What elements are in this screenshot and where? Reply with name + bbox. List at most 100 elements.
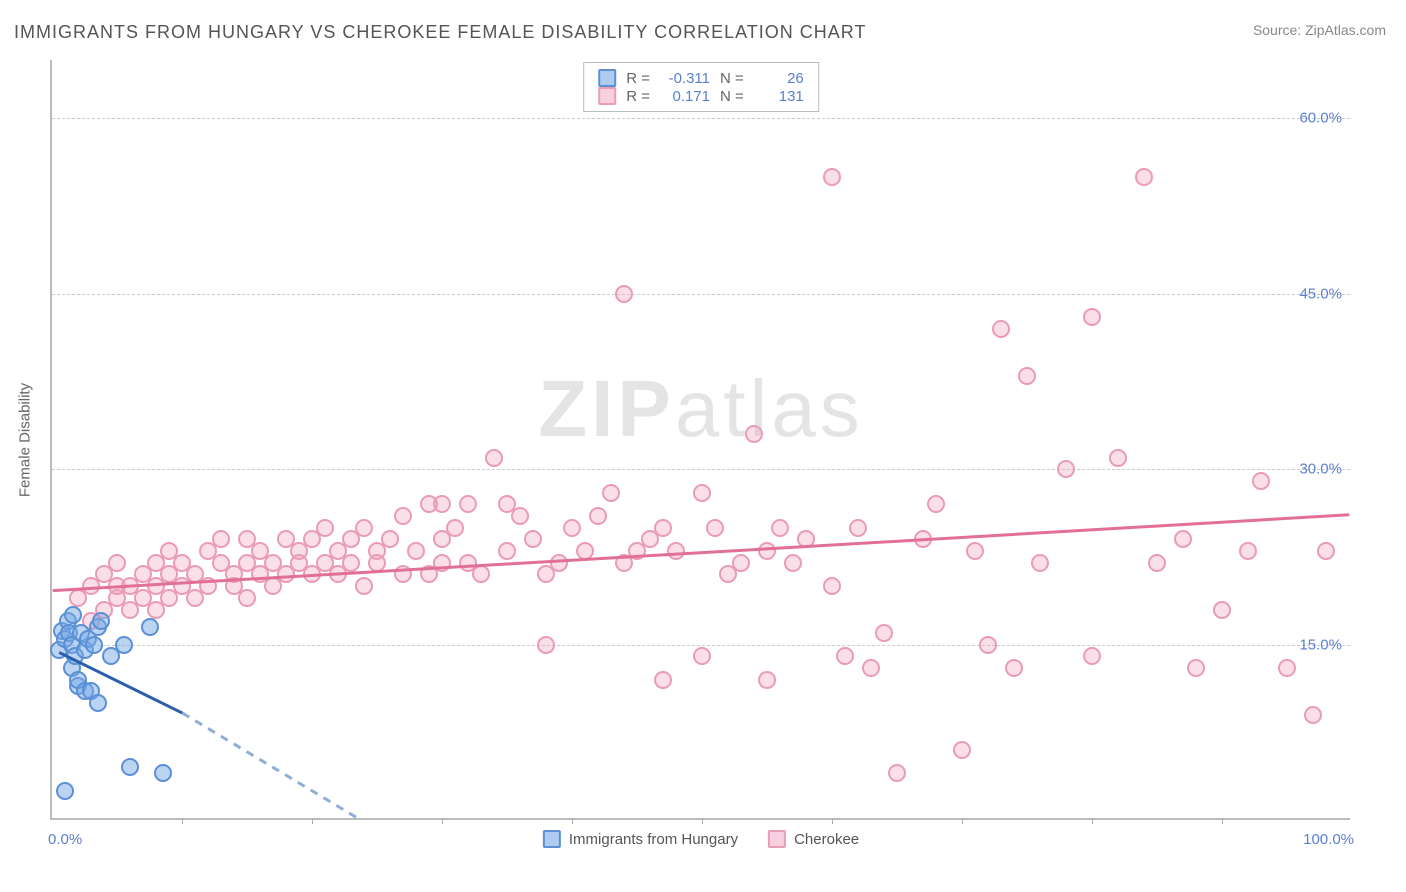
- data-point: [342, 554, 360, 572]
- data-point: [758, 671, 776, 689]
- r-value: 0.171: [660, 88, 710, 105]
- data-point: [199, 577, 217, 595]
- legend-label-hungary: Immigrants from Hungary: [569, 831, 738, 848]
- data-point: [56, 782, 74, 800]
- data-point: [141, 618, 159, 636]
- data-point: [888, 764, 906, 782]
- data-point: [316, 519, 334, 537]
- data-point: [1083, 647, 1101, 665]
- data-point: [615, 285, 633, 303]
- data-point: [1135, 168, 1153, 186]
- data-point: [511, 507, 529, 525]
- y-tick-label: 15.0%: [1299, 636, 1342, 653]
- data-point: [1031, 554, 1049, 572]
- data-point: [524, 530, 542, 548]
- data-point: [823, 577, 841, 595]
- data-point: [1018, 367, 1036, 385]
- gridline: [52, 118, 1350, 119]
- data-point: [355, 519, 373, 537]
- data-point: [1278, 659, 1296, 677]
- data-point: [732, 554, 750, 572]
- trend-line: [182, 713, 376, 818]
- chart-title: IMMIGRANTS FROM HUNGARY VS CHEROKEE FEMA…: [14, 22, 866, 43]
- data-point: [706, 519, 724, 537]
- data-point: [446, 519, 464, 537]
- swatch-pink: [768, 830, 786, 848]
- data-point: [771, 519, 789, 537]
- x-max-label: 100.0%: [1303, 831, 1354, 848]
- data-point: [89, 694, 107, 712]
- r-label: R =: [626, 88, 650, 105]
- x-tick: [182, 818, 183, 824]
- legend-label-cherokee: Cherokee: [794, 831, 859, 848]
- data-point: [979, 636, 997, 654]
- data-point: [1057, 460, 1075, 478]
- data-point: [433, 495, 451, 513]
- n-value: 26: [754, 70, 804, 87]
- n-value: 131: [754, 88, 804, 105]
- data-point: [1317, 542, 1335, 560]
- chart-container: IMMIGRANTS FROM HUNGARY VS CHEROKEE FEMA…: [0, 0, 1406, 892]
- data-point: [823, 168, 841, 186]
- correlation-legend: R = -0.311 N = 26 R = 0.171 N = 131: [583, 62, 819, 112]
- swatch-blue: [598, 69, 616, 87]
- data-point: [576, 542, 594, 560]
- swatch-blue: [543, 830, 561, 848]
- watermark-bold: ZIP: [538, 364, 674, 453]
- data-point: [1187, 659, 1205, 677]
- data-point: [537, 636, 555, 654]
- data-point: [115, 636, 133, 654]
- gridline: [52, 469, 1350, 470]
- legend-row-hungary: R = -0.311 N = 26: [598, 69, 804, 87]
- watermark-rest: atlas: [675, 364, 864, 453]
- x-tick: [572, 818, 573, 824]
- data-point: [693, 484, 711, 502]
- r-value: -0.311: [660, 70, 710, 87]
- data-point: [394, 565, 412, 583]
- data-point: [1148, 554, 1166, 572]
- watermark: ZIPatlas: [538, 363, 863, 455]
- data-point: [459, 495, 477, 513]
- x-tick: [702, 818, 703, 824]
- data-point: [654, 519, 672, 537]
- legend-item-cherokee: Cherokee: [768, 830, 859, 848]
- data-point: [654, 671, 672, 689]
- data-point: [693, 647, 711, 665]
- x-tick: [962, 818, 963, 824]
- data-point: [1304, 706, 1322, 724]
- data-point: [394, 507, 412, 525]
- data-point: [797, 530, 815, 548]
- x-tick: [832, 818, 833, 824]
- x-tick: [1092, 818, 1093, 824]
- data-point: [498, 542, 516, 560]
- data-point: [1005, 659, 1023, 677]
- plot-area: ZIPatlas R = -0.311 N = 26 R = 0.171 N =…: [50, 60, 1350, 820]
- x-tick: [312, 818, 313, 824]
- data-point: [121, 758, 139, 776]
- legend-item-hungary: Immigrants from Hungary: [543, 830, 738, 848]
- trend-line: [53, 515, 1350, 591]
- data-point: [849, 519, 867, 537]
- data-point: [355, 577, 373, 595]
- x-tick: [442, 818, 443, 824]
- data-point: [85, 636, 103, 654]
- y-axis-label: Female Disability: [17, 383, 34, 497]
- data-point: [589, 507, 607, 525]
- data-point: [914, 530, 932, 548]
- legend-row-cherokee: R = 0.171 N = 131: [598, 87, 804, 105]
- data-point: [368, 554, 386, 572]
- data-point: [108, 554, 126, 572]
- x-min-label: 0.0%: [48, 831, 82, 848]
- data-point: [1083, 308, 1101, 326]
- data-point: [836, 647, 854, 665]
- data-point: [433, 554, 451, 572]
- data-point: [381, 530, 399, 548]
- x-tick: [1222, 818, 1223, 824]
- y-tick-label: 60.0%: [1299, 110, 1342, 127]
- data-point: [966, 542, 984, 560]
- data-point: [862, 659, 880, 677]
- swatch-pink: [598, 87, 616, 105]
- data-point: [1239, 542, 1257, 560]
- data-point: [64, 606, 82, 624]
- gridline: [52, 645, 1350, 646]
